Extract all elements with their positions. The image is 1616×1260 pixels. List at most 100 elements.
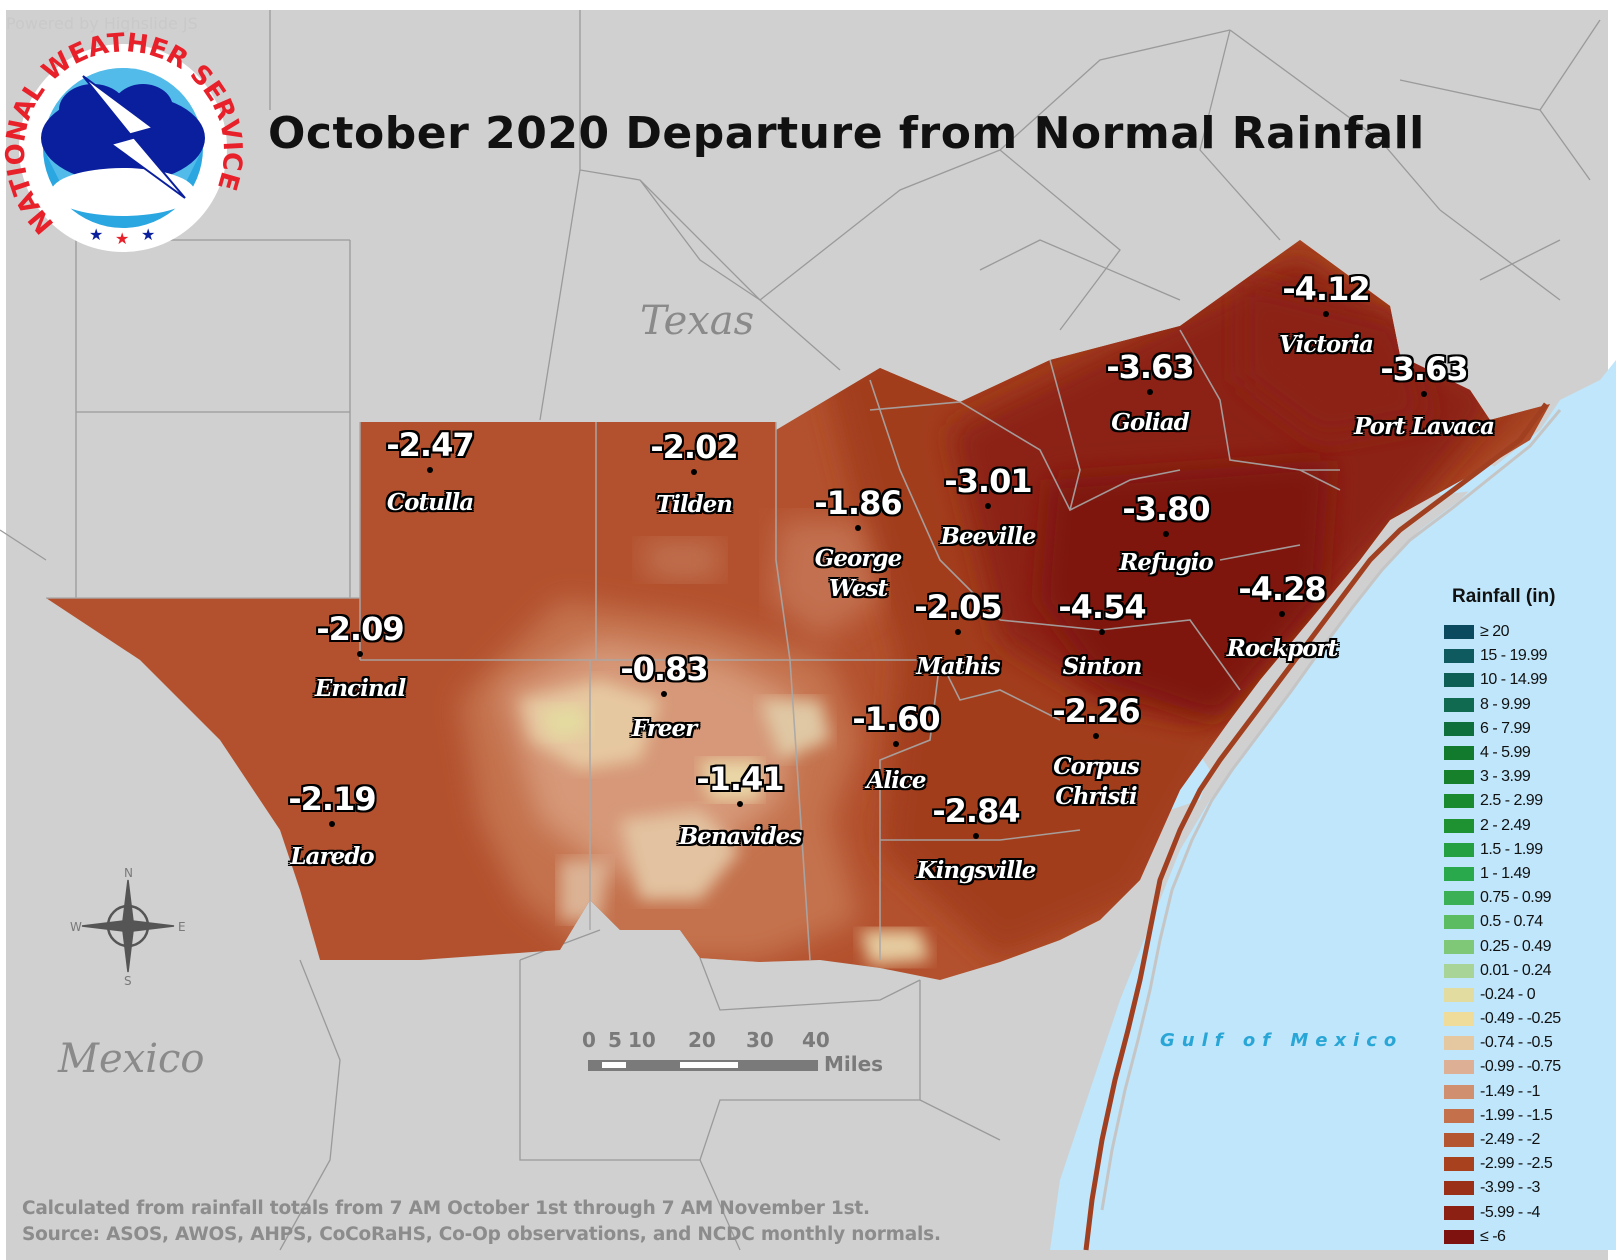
legend-row: -0.99 - -0.75 bbox=[1440, 1055, 1612, 1079]
station-name-tilden: Tilden bbox=[655, 491, 733, 518]
compass-s: S bbox=[124, 974, 132, 988]
legend-swatch bbox=[1444, 1060, 1474, 1075]
legend-label: 0.5 - 0.74 bbox=[1480, 913, 1543, 931]
station-name-kingsville: Kingsville bbox=[916, 857, 1037, 884]
legend-swatch bbox=[1444, 939, 1474, 954]
legend-swatch bbox=[1444, 721, 1474, 736]
station-name-encinal: Encinal bbox=[314, 675, 406, 702]
nws-logo: NATIONAL WEATHER SERVICE ★ ★ ★ bbox=[1, 28, 247, 252]
legend-swatch bbox=[1444, 1205, 1474, 1220]
legend-label: -2.49 - -2 bbox=[1480, 1131, 1540, 1149]
station-name-cotulla: Cotulla bbox=[386, 489, 474, 516]
label-gulf: Gulf of Mexico bbox=[1160, 1030, 1404, 1051]
station-dot-benavides bbox=[737, 801, 743, 807]
legend-label: -1.49 - -1 bbox=[1480, 1082, 1540, 1100]
station-value-george-west: -1.86 bbox=[814, 484, 902, 522]
legend-row: -2.99 - -2.5 bbox=[1440, 1152, 1612, 1176]
station-value-sinton: -4.54 bbox=[1058, 588, 1146, 626]
legend-row: 2.5 - 2.99 bbox=[1440, 789, 1612, 813]
legend-swatch bbox=[1444, 649, 1474, 664]
legend-label: 4 - 5.99 bbox=[1480, 744, 1531, 762]
legend-row: 0.25 - 0.49 bbox=[1440, 934, 1612, 958]
legend-items: ≥ 20 15 - 19.99 10 - 14.99 8 - 9.99 6 - 7.99… bbox=[1440, 620, 1612, 1249]
station-value-goliad: -3.63 bbox=[1106, 348, 1194, 386]
legend-swatch bbox=[1444, 1108, 1474, 1123]
station-dot-laredo bbox=[329, 821, 335, 827]
legend-row: ≥ 20 bbox=[1440, 620, 1612, 644]
compass-e: E bbox=[178, 920, 186, 934]
legend-label: -1.99 - -1.5 bbox=[1480, 1106, 1553, 1124]
station-dot-freer bbox=[661, 691, 667, 697]
legend-row: 4 - 5.99 bbox=[1440, 741, 1612, 765]
legend-swatch bbox=[1444, 770, 1474, 785]
legend-swatch bbox=[1444, 891, 1474, 906]
station-name-rockport: Rockport bbox=[1226, 635, 1339, 662]
station-name-benavides: Benavides bbox=[678, 823, 802, 850]
legend-swatch bbox=[1444, 1157, 1474, 1172]
scale-tick-30: 30 bbox=[746, 1028, 774, 1052]
station-name-corpus-christi: Corpus Christi bbox=[1053, 753, 1140, 810]
station-name-refugio: Refugio bbox=[1119, 549, 1214, 576]
legend-label: 1.5 - 1.99 bbox=[1480, 840, 1543, 858]
station-value-rockport: -4.28 bbox=[1238, 570, 1326, 608]
legend-label: -0.74 - -0.5 bbox=[1480, 1034, 1553, 1052]
station-dot-encinal bbox=[357, 651, 363, 657]
legend-label: 0.25 - 0.49 bbox=[1480, 937, 1552, 955]
legend-label: 10 - 14.99 bbox=[1480, 671, 1548, 689]
legend-swatch bbox=[1444, 673, 1474, 688]
legend-row: -3.99 - -3 bbox=[1440, 1176, 1612, 1200]
legend-swatch bbox=[1444, 818, 1474, 833]
station-name-alice: Alice bbox=[866, 767, 927, 794]
station-name-beeville: Beeville bbox=[940, 523, 1037, 550]
scale-unit: Miles bbox=[824, 1052, 884, 1076]
scale-bar bbox=[588, 1060, 818, 1071]
station-name-mathis: Mathis bbox=[916, 653, 1000, 680]
footer-notes: Calculated from rainfall totals from 7 A… bbox=[22, 1196, 941, 1248]
station-value-freer: -0.83 bbox=[620, 650, 708, 688]
station-dot-beeville bbox=[985, 503, 991, 509]
station-value-corpus-christi: -2.26 bbox=[1052, 692, 1140, 730]
label-mexico: Mexico bbox=[58, 1036, 205, 1082]
station-value-laredo: -2.19 bbox=[288, 780, 376, 818]
legend: Rainfall (in) ≥ 20 15 - 19.99 10 - 14.99 8 … bbox=[1440, 586, 1612, 1249]
legend-row: -0.49 - -0.25 bbox=[1440, 1007, 1612, 1031]
station-value-mathis: -2.05 bbox=[914, 588, 1002, 626]
legend-row: -0.24 - 0 bbox=[1440, 983, 1612, 1007]
scale-tick-40: 40 bbox=[802, 1028, 830, 1052]
station-value-victoria: -4.12 bbox=[1282, 270, 1370, 308]
legend-row: 8 - 9.99 bbox=[1440, 693, 1612, 717]
legend-label: 8 - 9.99 bbox=[1480, 695, 1531, 713]
legend-label: 6 - 7.99 bbox=[1480, 719, 1531, 737]
label-texas: Texas bbox=[640, 298, 755, 344]
station-dot-mathis bbox=[955, 629, 961, 635]
station-name-laredo: Laredo bbox=[290, 843, 374, 870]
station-dot-corpus-christi bbox=[1093, 733, 1099, 739]
scale-tick-5: 5 bbox=[608, 1028, 622, 1052]
station-value-kingsville: -2.84 bbox=[932, 792, 1020, 830]
compass-rose bbox=[81, 879, 175, 973]
station-name-victoria: Victoria bbox=[1279, 331, 1374, 358]
legend-label: 1 - 1.49 bbox=[1480, 864, 1531, 882]
station-name-freer: Freer bbox=[631, 715, 697, 742]
watermark: Powered by Highslide JS bbox=[6, 14, 198, 33]
legend-label: -3.99 - -3 bbox=[1480, 1179, 1540, 1197]
station-name-port-lavaca: Port Lavaca bbox=[1353, 413, 1495, 440]
legend-row: -0.74 - -0.5 bbox=[1440, 1031, 1612, 1055]
legend-row: 2 - 2.49 bbox=[1440, 814, 1612, 838]
legend-row: 1.5 - 1.99 bbox=[1440, 838, 1612, 862]
legend-row: -5.99 - -4 bbox=[1440, 1201, 1612, 1225]
svg-text:★: ★ bbox=[141, 225, 155, 244]
legend-label: -0.49 - -0.25 bbox=[1480, 1010, 1561, 1028]
station-name-goliad: Goliad bbox=[1111, 409, 1189, 436]
legend-swatch bbox=[1444, 842, 1474, 857]
legend-swatch bbox=[1444, 1012, 1474, 1027]
legend-swatch bbox=[1444, 963, 1474, 978]
legend-swatch bbox=[1444, 987, 1474, 1002]
legend-row: 0.75 - 0.99 bbox=[1440, 886, 1612, 910]
station-dot-port-lavaca bbox=[1421, 391, 1427, 397]
legend-label: -0.24 - 0 bbox=[1480, 985, 1536, 1003]
station-dot-rockport bbox=[1279, 611, 1285, 617]
legend-label: ≤ -6 bbox=[1480, 1227, 1506, 1245]
gulf-water bbox=[1050, 360, 1616, 1250]
